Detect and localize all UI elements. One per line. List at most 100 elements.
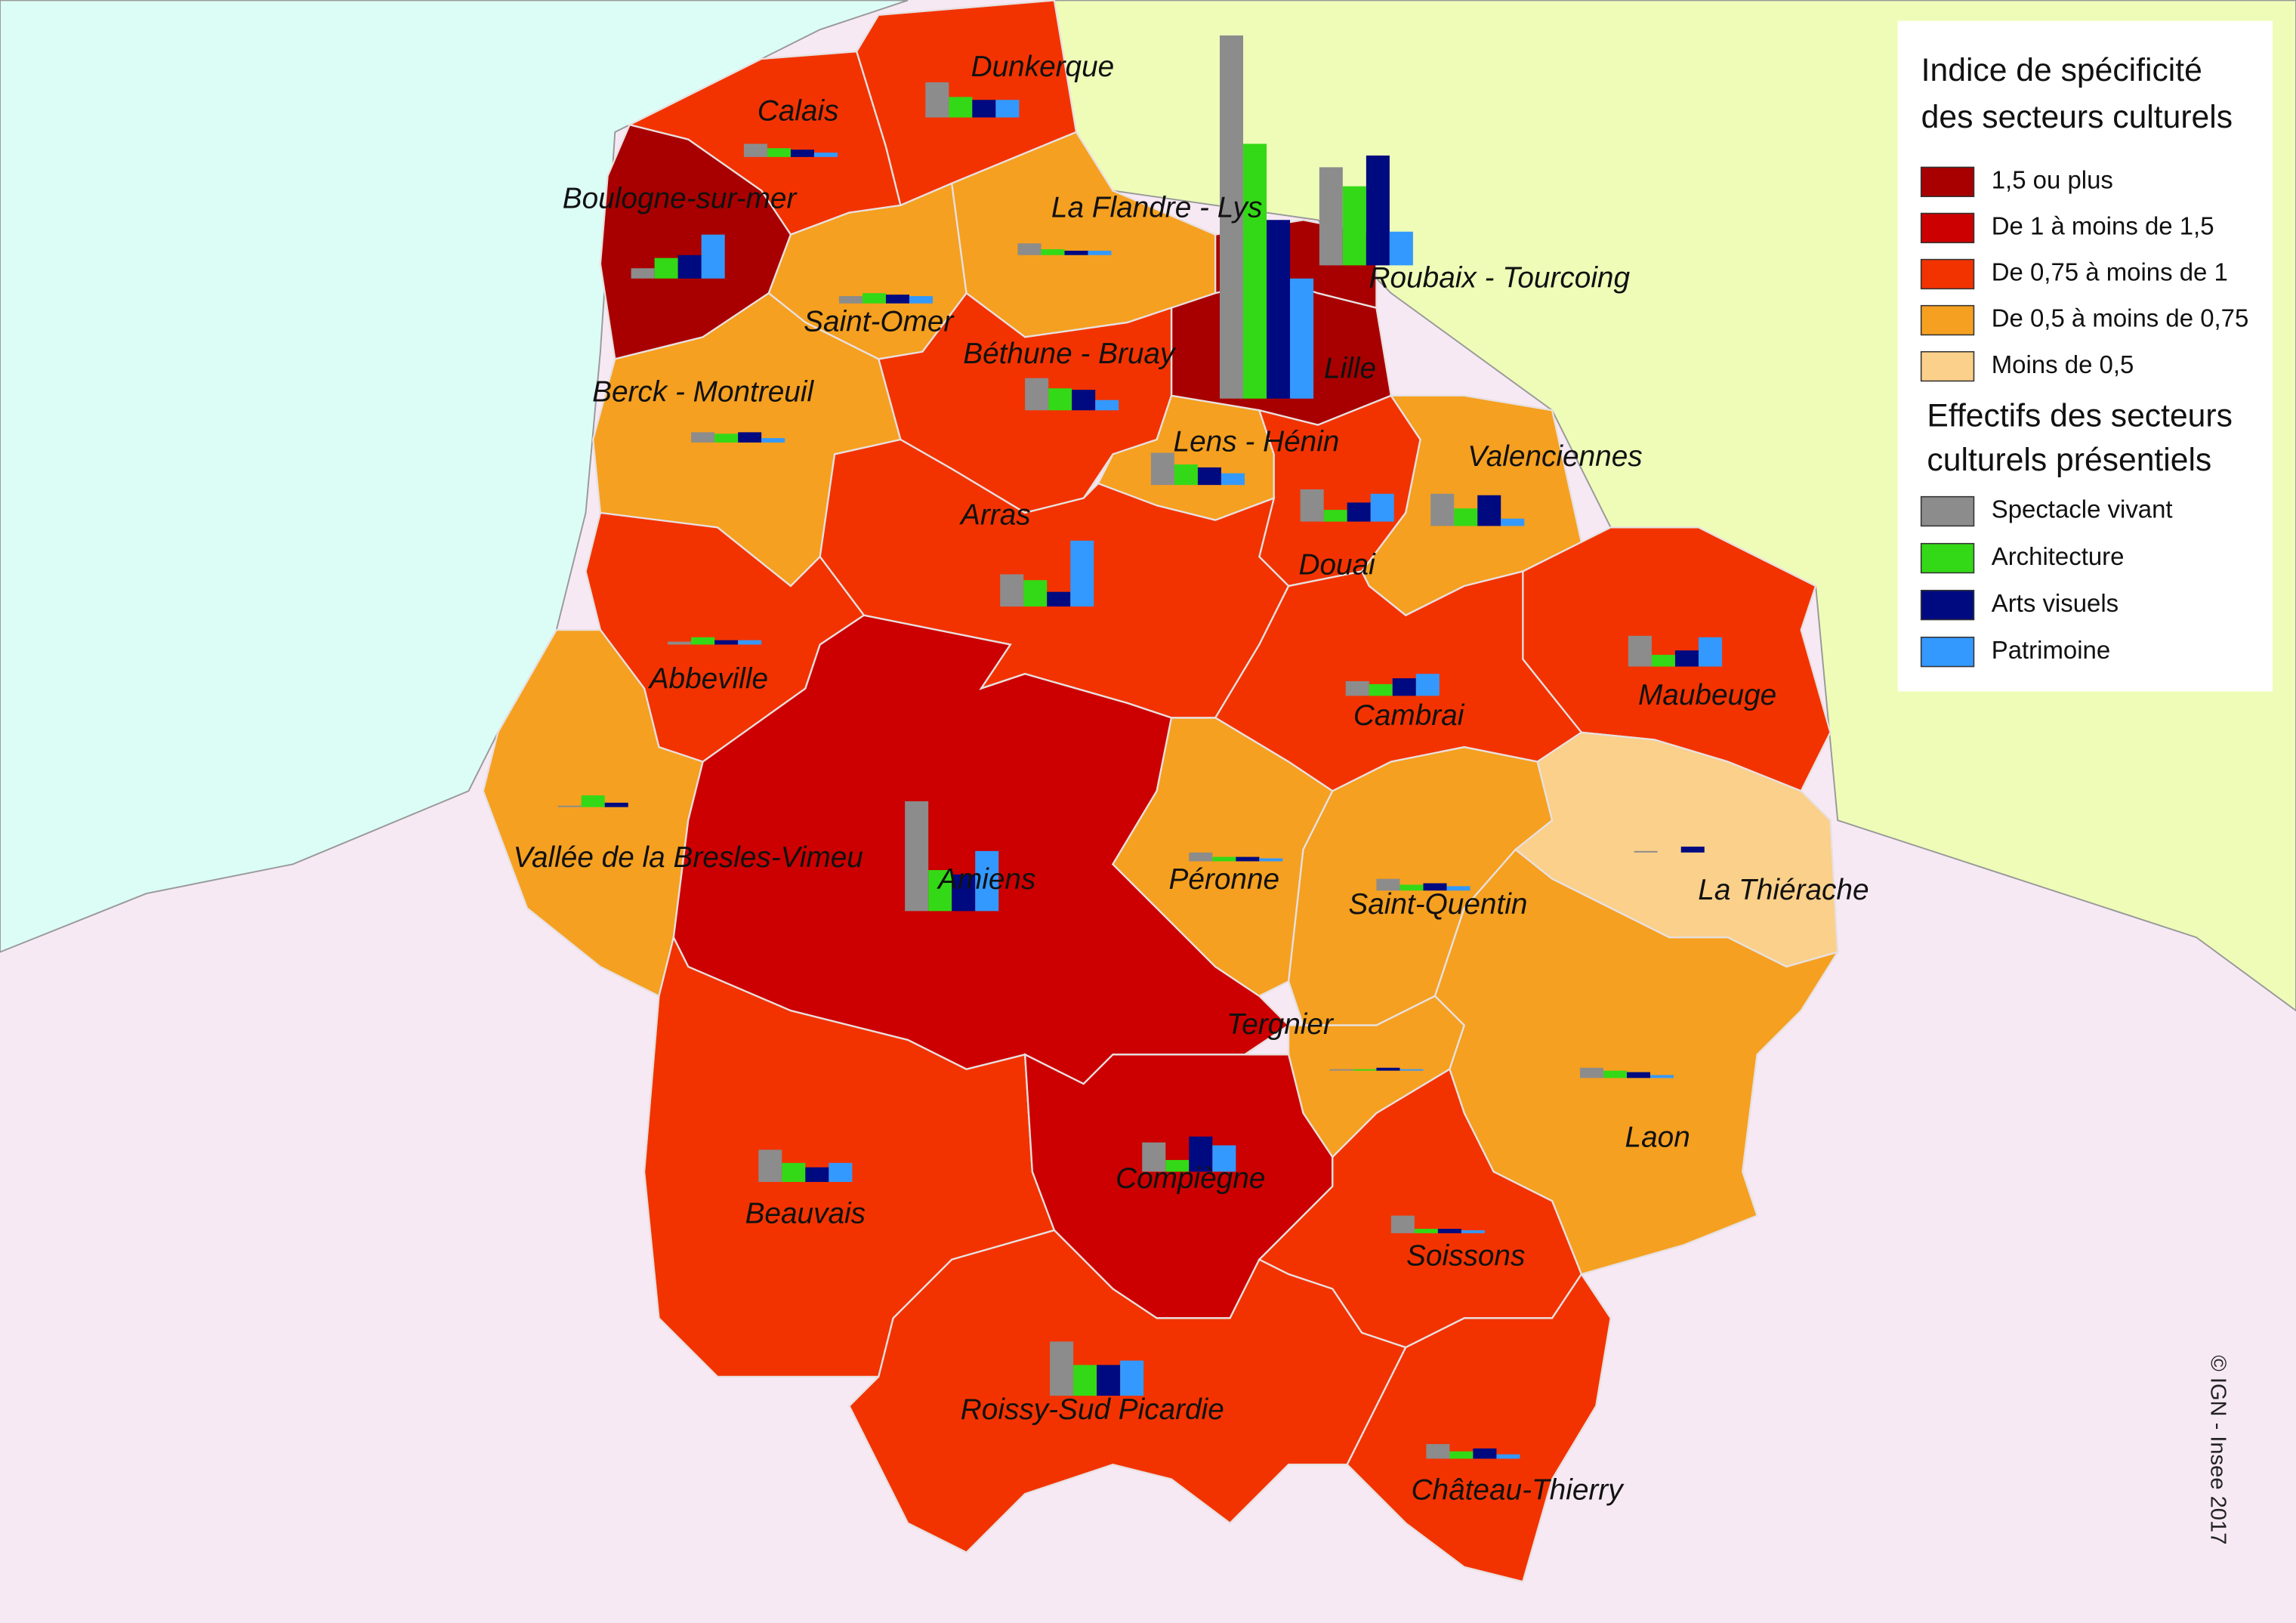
- bar: [829, 1162, 853, 1183]
- bar: [1025, 378, 1049, 411]
- bar: [604, 802, 628, 807]
- bar: [668, 641, 692, 645]
- legend-label: De 0,5 à moins de 0,75: [1992, 304, 2249, 332]
- zone-labels: Dunkerque Calais Boulogne-sur-mer Saint-Ome…: [514, 51, 1869, 1506]
- bar: [1048, 388, 1072, 411]
- legend-label: Spectacle vivant: [1992, 495, 2173, 523]
- bar: [1501, 518, 1525, 526]
- bar: [761, 438, 785, 443]
- bar: [1603, 1070, 1627, 1078]
- zone-label: Laon: [1625, 1121, 1690, 1153]
- bar: [1165, 1159, 1190, 1172]
- bar: [1300, 489, 1324, 522]
- zone-label: Vallée de la Bresles-Vimeu: [514, 841, 863, 874]
- zone-label: Berck - Montreuil: [592, 376, 814, 409]
- bar: [1437, 1229, 1461, 1233]
- bar: [581, 795, 605, 807]
- bar: [1050, 1341, 1074, 1396]
- bar: [905, 801, 929, 912]
- bar: [1047, 591, 1071, 607]
- bar: [1446, 886, 1470, 891]
- bar: [557, 805, 582, 807]
- bar: [1088, 250, 1112, 255]
- bar: [1041, 249, 1065, 255]
- bar: [654, 258, 678, 279]
- bar: [1342, 186, 1366, 266]
- sea: [0, 0, 909, 953]
- legend-title: Indice de spécificité: [1921, 52, 2202, 88]
- bar: [1070, 540, 1094, 607]
- bar: [758, 1149, 782, 1183]
- bar: [1017, 243, 1042, 255]
- bar: [1197, 467, 1221, 486]
- bar: [1120, 1360, 1144, 1396]
- bar: [1473, 1448, 1497, 1459]
- legend-label: Architecture: [1992, 542, 2125, 570]
- zone-label: Béthune - Bruay: [963, 338, 1177, 370]
- bar: [1376, 878, 1400, 891]
- zone-label: La Flandre - Lys: [1051, 191, 1262, 224]
- bar: [1376, 1067, 1400, 1071]
- bar: [1267, 220, 1291, 399]
- bar: [691, 432, 715, 443]
- legend-swatch: [1920, 304, 1975, 336]
- zone-label: Château-Thierry: [1412, 1474, 1625, 1507]
- bar: [975, 850, 999, 912]
- bar: [838, 296, 863, 304]
- bar: [1259, 858, 1283, 862]
- bar: [1496, 1454, 1520, 1459]
- legend-title: Effectifs des secteurs: [1927, 398, 2232, 434]
- legend-swatch: [1920, 495, 1975, 527]
- zone-label: Amiens: [937, 863, 1035, 896]
- bar: [1072, 390, 1096, 411]
- bar: [1142, 1142, 1166, 1172]
- bar: [1347, 502, 1371, 522]
- bar: [738, 432, 762, 443]
- legend-swatch: [1920, 258, 1975, 290]
- zone-label: Maubeuge: [1638, 679, 1776, 711]
- bar: [677, 255, 702, 279]
- zone-label: Lille: [1324, 353, 1376, 385]
- bar: [631, 268, 655, 279]
- legend-label: Moins de 0,5: [1992, 350, 2134, 378]
- legend-title: des secteurs culturels: [1921, 99, 2233, 135]
- zone: [1346, 1273, 1612, 1583]
- bar: [1329, 1069, 1353, 1071]
- bar-charts: [557, 35, 1722, 1459]
- legend-swatch: [1920, 589, 1975, 621]
- bar: [1220, 35, 1244, 399]
- zone-label: Dunkerque: [971, 51, 1115, 83]
- bar: [1319, 167, 1343, 266]
- bar: [1212, 856, 1236, 862]
- bar: [1414, 1229, 1438, 1233]
- bar: [1369, 683, 1393, 696]
- bar: [1189, 852, 1213, 862]
- bar: [743, 143, 767, 157]
- zone-label: Lens - Hénin: [1174, 426, 1340, 458]
- bar: [714, 434, 739, 443]
- bar: [1674, 650, 1699, 667]
- bar: [805, 1167, 829, 1183]
- legend-swatch: [1920, 637, 1975, 668]
- legend-title: culturels présentiels: [1927, 442, 2211, 478]
- zone-label: Péronne: [1169, 863, 1280, 896]
- bar: [1400, 1069, 1424, 1071]
- credit: © IGN - Insee 2017: [2206, 1355, 2230, 1544]
- legend: Indice de spécificité des secteurs cultur…: [1897, 20, 2273, 692]
- bar: [1366, 155, 1390, 266]
- bar: [1392, 678, 1416, 696]
- bar: [1628, 635, 1652, 667]
- legend-label: Patrimoine: [1992, 636, 2110, 664]
- bar: [1323, 510, 1347, 522]
- bar: [995, 100, 1020, 118]
- bar: [925, 82, 949, 118]
- bar: [701, 234, 725, 279]
- zone-label: Saint-Quentin: [1348, 888, 1527, 921]
- bar: [1389, 231, 1413, 266]
- bar: [928, 870, 952, 912]
- zone-label: Douai: [1298, 548, 1376, 581]
- legend-swatch: [1920, 212, 1975, 244]
- legend-swatch: [1920, 350, 1975, 382]
- bar: [952, 874, 976, 912]
